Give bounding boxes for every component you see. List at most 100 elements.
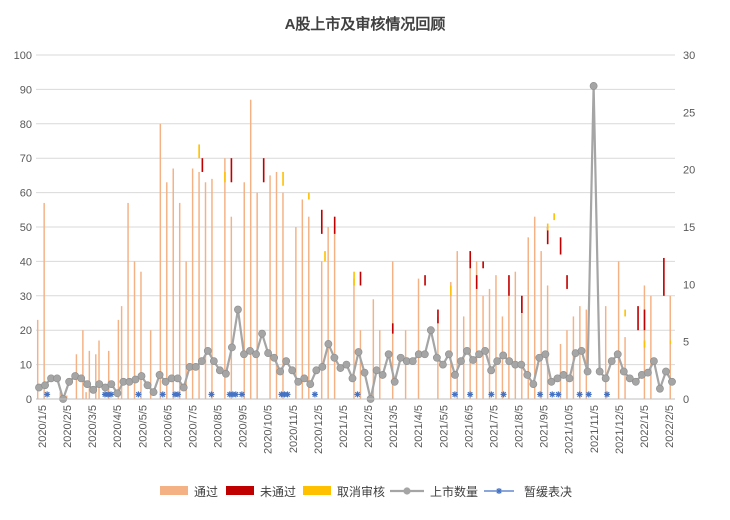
listings-point xyxy=(408,357,417,366)
legend-label: 未通过 xyxy=(260,485,296,499)
listings-point xyxy=(270,353,279,362)
bar-passed xyxy=(379,330,381,399)
x-tick-label: 2021/8/5 xyxy=(514,405,526,448)
bar-passed xyxy=(508,295,510,399)
bar-cancelled xyxy=(282,171,284,186)
x-tick-label: 2020/3/5 xyxy=(87,405,99,448)
suspended-marker-stroke xyxy=(284,391,291,398)
legend-swatch-star xyxy=(496,488,502,494)
bar-rejected xyxy=(320,209,323,234)
listings-point xyxy=(420,350,429,359)
x-tick-label: 2020/6/5 xyxy=(162,405,174,448)
suspended-marker-stroke xyxy=(452,391,458,398)
y-right-tick-label: 30 xyxy=(683,50,695,62)
listings-point xyxy=(360,368,369,377)
listings-point xyxy=(426,326,435,335)
suspended-marker xyxy=(159,391,166,398)
bar-passed xyxy=(82,330,84,399)
x-tick-label: 2022/2/5 xyxy=(664,405,676,448)
suspended-marker xyxy=(232,391,239,398)
bar-passed xyxy=(178,202,181,399)
x-tick-label: 2020/9/5 xyxy=(238,405,250,448)
y-left-tick-label: 80 xyxy=(20,119,32,131)
listings-point xyxy=(228,343,236,352)
suspended-marker-stroke xyxy=(577,391,583,398)
x-tick-label: 2020/1/5 xyxy=(37,405,49,448)
bar-passed xyxy=(495,275,497,399)
suspended-marker xyxy=(585,391,592,398)
bar-passed xyxy=(98,340,100,399)
listings-point xyxy=(445,350,453,359)
suspended-marker xyxy=(604,391,611,398)
y-left-tick-label: 20 xyxy=(20,325,32,337)
bar-passed xyxy=(295,227,297,399)
listings-point xyxy=(312,366,321,375)
bar-passed xyxy=(133,261,136,399)
listings-point xyxy=(493,357,502,366)
bar-passed xyxy=(559,343,562,399)
suspended-marker-stroke xyxy=(135,391,142,398)
listings-point xyxy=(131,375,140,384)
legend-label: 取消审核 xyxy=(337,484,385,499)
bar-passed xyxy=(469,268,471,399)
x-tick-label: 2020/11/5 xyxy=(288,405,300,453)
listings-point xyxy=(625,374,634,383)
bar-cancelled xyxy=(669,340,672,344)
suspended-marker-stroke xyxy=(208,391,215,398)
bar-passed xyxy=(475,261,478,399)
x-tick-label: 2021/2/5 xyxy=(363,405,375,448)
listings-point xyxy=(475,350,483,359)
y-left-tick-label: 100 xyxy=(14,50,32,62)
x-tick-label: 2021/11/5 xyxy=(589,405,601,453)
y-left-tick-label: 40 xyxy=(20,256,32,268)
suspended-marker xyxy=(549,391,556,398)
suspended-marker-stroke xyxy=(604,391,610,398)
bar-passed xyxy=(417,278,420,399)
y-right-tick-label: 15 xyxy=(683,222,695,234)
bar-passed xyxy=(149,330,152,399)
bar-cancelled xyxy=(198,144,200,159)
listings-point xyxy=(215,366,224,375)
suspended-marker-stroke xyxy=(312,391,318,398)
listings-point xyxy=(234,305,242,314)
bar-passed xyxy=(546,285,549,399)
bar-passed xyxy=(211,178,213,399)
x-tick-label: 2020/12/5 xyxy=(313,405,325,454)
bar-passed xyxy=(59,392,62,399)
listings-point xyxy=(469,356,477,364)
legend-item-cancelled: 取消审核 xyxy=(303,484,385,499)
suspended-marker-stroke xyxy=(555,391,561,398)
bar-passed xyxy=(353,278,355,399)
bar-cancelled xyxy=(324,251,326,262)
suspended-marker xyxy=(44,391,51,398)
suspended-marker xyxy=(537,391,544,398)
bar-cancelled xyxy=(643,340,646,348)
y-left-tick-label: 10 xyxy=(20,360,32,372)
listings-point xyxy=(258,329,266,338)
listings-point xyxy=(209,357,218,366)
listings-point xyxy=(354,348,363,356)
listings-point xyxy=(179,383,188,392)
listings-point xyxy=(541,350,550,359)
bar-passed xyxy=(166,182,168,399)
y-left-tick-label: 60 xyxy=(20,188,32,200)
suspended-marker xyxy=(135,391,142,398)
x-tick-label: 2020/2/5 xyxy=(62,405,74,448)
bar-passed xyxy=(88,350,91,399)
listings-point xyxy=(619,367,628,376)
suspended-marker xyxy=(467,391,474,398)
bar-passed xyxy=(308,216,310,399)
bar-passed xyxy=(256,192,258,399)
listings-point xyxy=(294,377,303,386)
bar-passed xyxy=(533,216,536,399)
bar-passed xyxy=(275,171,278,399)
listings-point xyxy=(396,353,405,362)
legend-swatch xyxy=(303,486,331,495)
listings-point xyxy=(155,371,164,379)
suspended-marker xyxy=(284,391,291,398)
listings-point xyxy=(41,381,49,390)
legend-label: 暂缓表决 xyxy=(524,485,572,499)
x-tick-label: 2020/4/5 xyxy=(112,405,124,448)
listings-point xyxy=(583,367,592,376)
